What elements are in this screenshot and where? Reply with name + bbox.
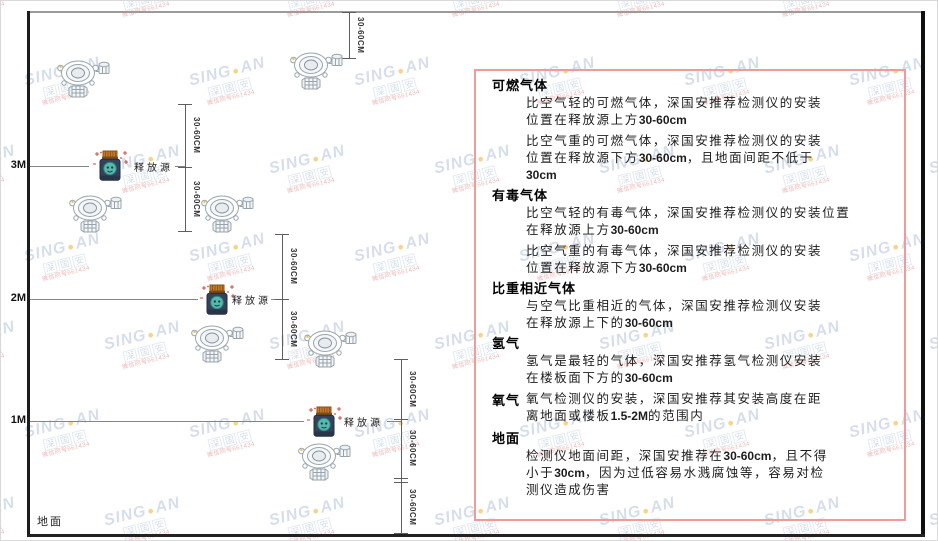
dimension-connector-line	[387, 421, 401, 422]
dimension-tick	[342, 58, 356, 59]
height-level-line	[30, 299, 198, 300]
left-wall	[27, 11, 30, 537]
release-source-label: 释放源	[134, 163, 173, 174]
section-paragraph: 比空气重的可燃气体，深国安推荐检测仪的安装 位置在释放源下方30-60cm，且地面…	[526, 134, 823, 182]
dimension-connector-line	[175, 166, 185, 167]
gas-detector-icon	[69, 194, 123, 239]
panel-section: 氧气 氧气检测仪的安装，深国安推荐其安装高度在距 离地面或楼板1.5-2M的范围内	[484, 391, 894, 429]
section-paragraph: 检测仪地面间距，深国安推荐在30-60cm，且不得 小于30cm，因为过低容易水溅…	[526, 449, 828, 497]
dimension-label: 30-60CM	[289, 310, 298, 348]
release-source-label: 释放源	[344, 418, 383, 429]
release-source-label: 释放源	[232, 296, 271, 307]
section-heading: 氧气	[492, 393, 521, 408]
section-paragraph: 氧气检测仪的安装，深国安推荐其安装高度在距 离地面或楼板1.5-2M的范围内	[526, 392, 823, 423]
dimension-label: 30-60CM	[289, 248, 298, 285]
release-source-icon	[305, 406, 343, 445]
height-level-line	[30, 421, 304, 422]
gas-detector-icon	[191, 324, 245, 369]
height-label: 2M	[10, 292, 26, 304]
section-heading: 可燃气体	[492, 78, 549, 93]
dimension-label: 30-60CM	[408, 430, 417, 467]
dimension-label: 30-60CM	[192, 117, 201, 154]
section-heading: 有毒气体	[492, 188, 549, 203]
dimension-label: 30-60CM	[192, 180, 201, 218]
height-label: 3M	[10, 159, 26, 171]
dimension-line	[282, 234, 283, 359]
info-panel-content: 可燃气体比空气轻的可燃气体，深国安推荐检测仪的安装 位置在释放源上方30-60cm…	[484, 78, 894, 499]
dimension-tick	[394, 478, 408, 479]
dimension-tick	[342, 12, 356, 13]
right-wall	[921, 11, 925, 537]
release-source-icon	[198, 284, 236, 323]
section-paragraph: 与空气比重相近的气体，深国安推荐检测仪安装 在释放源上下的30-60cm	[526, 299, 823, 330]
gas-detector-icon	[201, 194, 255, 239]
gas-detector-icon	[304, 329, 358, 374]
panel-section: 比重相近气体与空气比重相近的气体，深国安推荐检测仪安装 在释放源上下的30-60c…	[484, 281, 894, 332]
section-paragraph: 比空气轻的可燃气体，深国安推荐检测仪的安装 位置在释放源上方30-60cm	[526, 96, 823, 127]
height-label: 1M	[10, 414, 26, 426]
dimension-tick	[394, 359, 408, 360]
dimension-line	[349, 12, 350, 58]
section-heading: 地面	[492, 431, 521, 446]
section-paragraph: 比空气轻的有毒气体，深国安推荐检测仪的安装位置 在释放源上方30-60cm	[526, 206, 851, 237]
ground-label: 地面	[37, 516, 63, 528]
panel-section: 有毒气体比空气轻的有毒气体，深国安推荐检测仪的安装位置 在释放源上方30-60cm…	[484, 188, 894, 277]
panel-section: 地面 检测仪地面间距，深国安推荐在30-60cm，且不得 小于30cm，因为过低容易…	[484, 431, 894, 499]
ceiling-line	[27, 11, 925, 13]
height-level-line	[30, 166, 89, 167]
panel-section: 可燃气体比空气轻的可燃气体，深国安推荐检测仪的安装 位置在释放源上方30-60cm…	[484, 78, 894, 184]
dimension-tick	[275, 299, 289, 300]
section-paragraph: 氢气是最轻的气体，深国安推荐氢气检测仪安装 在楼板面下方的30-60cm	[526, 354, 823, 385]
dimension-tick	[275, 359, 289, 360]
release-source-icon	[91, 150, 129, 189]
gas-detector-icon	[298, 442, 352, 487]
dimension-label: 30-60CM	[356, 16, 365, 54]
dimension-tick	[394, 533, 408, 534]
ground-line	[27, 534, 925, 537]
dimension-tick	[178, 231, 192, 232]
dimension-tick	[394, 419, 408, 420]
info-panel: 可燃气体比空气轻的可燃气体，深国安推荐检测仪的安装 位置在释放源上方30-60cm…	[474, 69, 906, 521]
panel-section: 氢气 氢气是最轻的气体，深国安推荐氢气检测仪安装 在楼板面下方的30-60cm	[484, 336, 894, 387]
dimension-tick	[178, 167, 192, 168]
section-heading: 比重相近气体	[492, 281, 577, 296]
gas-detector-icon	[57, 59, 111, 104]
dimension-tick	[275, 234, 289, 235]
section-paragraph: 比空气重的有毒气体，深国安推荐检测仪的安装 位置在释放源下方30-60cm	[526, 244, 823, 275]
dimension-tick	[394, 482, 408, 483]
dimension-tick	[178, 104, 192, 105]
dimension-label: 30-60CM	[408, 370, 417, 408]
gas-detector-icon	[290, 51, 344, 96]
dimension-label: 30-60CM	[408, 489, 417, 526]
dimension-line	[401, 359, 402, 533]
section-heading: 氢气	[492, 336, 521, 351]
